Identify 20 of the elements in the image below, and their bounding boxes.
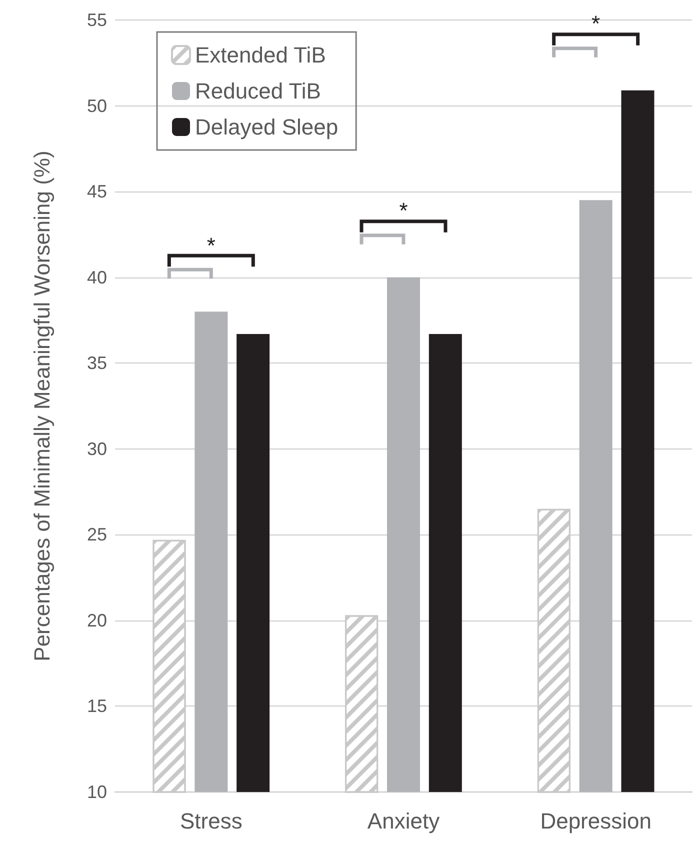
x-tick-label: Anxiety	[367, 808, 440, 834]
y-tick-label: 55	[86, 10, 107, 30]
y-tick-label: 25	[86, 524, 107, 545]
legend-label: Extended TiB	[195, 42, 326, 68]
y-axis-title: Percentages of Minimally Meaningful Worsening (%)	[30, 150, 54, 662]
x-tick-label: Depression	[540, 808, 652, 834]
y-tick-label: 50	[86, 96, 107, 116]
y-tick-label: 15	[86, 696, 107, 716]
annotation: *	[206, 232, 216, 259]
annotation: *	[592, 11, 600, 38]
y-tick-label: 20	[86, 610, 107, 630]
annotation: *	[399, 198, 408, 224]
y-tick-label: 40	[86, 267, 107, 288]
y-tick-label: 45	[86, 182, 107, 202]
legend-label: Delayed Sleep	[195, 114, 338, 140]
x-tick-label: Stress	[180, 808, 242, 834]
y-tick-label: 30	[86, 438, 107, 459]
legend-label: Reduced TiB	[195, 78, 321, 104]
y-tick-label: 10	[86, 782, 107, 802]
y-tick-label: 35	[86, 353, 107, 374]
